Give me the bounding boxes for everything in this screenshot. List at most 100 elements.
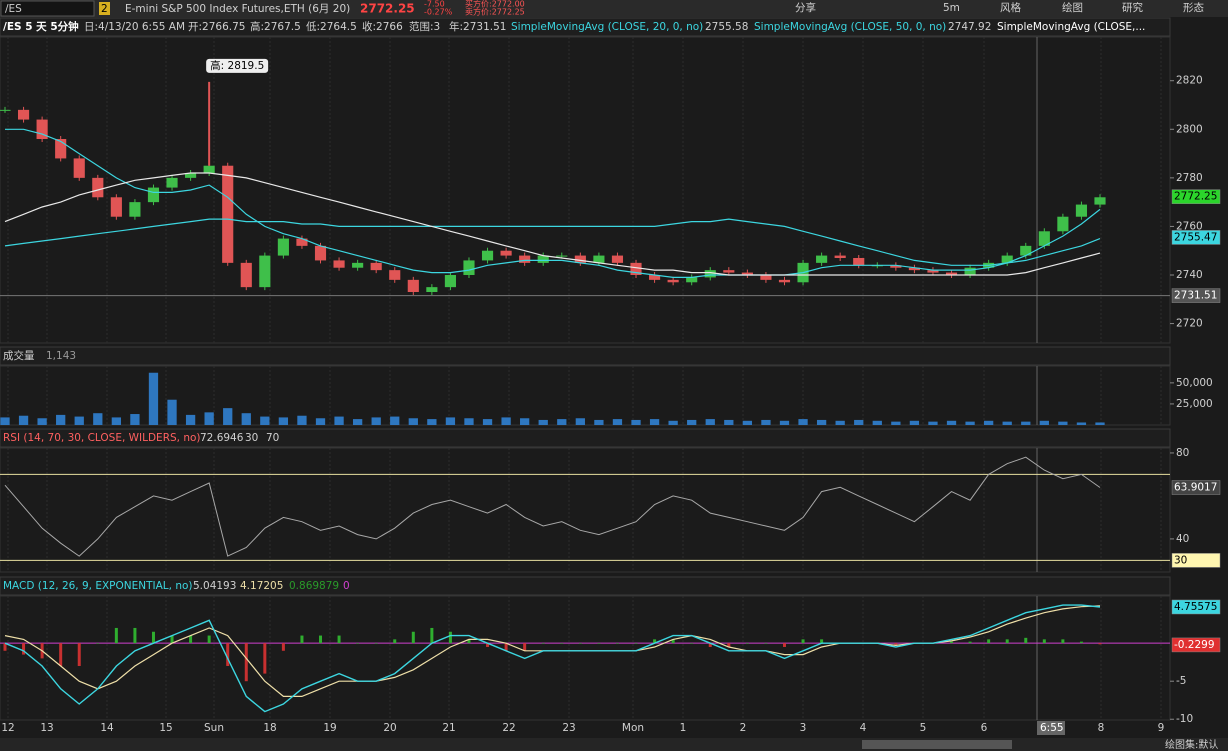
y-tick-label: 2740: [1176, 269, 1203, 281]
histogram-bar: [3, 643, 7, 651]
candle: [370, 262, 382, 271]
cursor-label: 6:55: [1040, 722, 1064, 734]
x-tick-label: 2: [740, 722, 747, 734]
histogram-bar: [1005, 639, 1009, 644]
button[interactable]: 绘图: [1062, 1, 1083, 14]
histogram-bar: [708, 643, 712, 647]
candle: [444, 275, 456, 288]
high-callout: [206, 58, 269, 73]
histogram-bar: [151, 631, 155, 644]
histogram-bar: [226, 643, 230, 666]
histogram-bar: [820, 639, 824, 644]
volume-bar: [575, 418, 585, 425]
volume-bar: [130, 414, 140, 425]
histogram-bar: [950, 641, 954, 644]
price-tag: [1171, 189, 1221, 204]
histogram-bar: [634, 643, 638, 644]
volume-bar: [557, 419, 567, 425]
histogram-bar: [987, 639, 991, 644]
button[interactable]: 研究: [1122, 1, 1144, 14]
histogram-bar: [727, 643, 731, 647]
volume-bar: [0, 417, 10, 425]
y-tick-label: 2780: [1176, 172, 1203, 184]
panel: [0, 447, 1171, 573]
candle: [0, 109, 11, 111]
volume-bar: [167, 399, 177, 425]
symbol-box[interactable]: [0, 0, 95, 17]
candle: [927, 270, 939, 273]
price-tag: [1171, 599, 1221, 615]
volume-bar: [37, 418, 47, 425]
candle: [166, 177, 178, 188]
histogram-bar: [189, 635, 193, 644]
volume-bar: [93, 413, 103, 425]
x-tick-label: 1: [680, 722, 687, 734]
macd-title: MACD (12, 26, 9, EXPONENTIAL, no): [3, 580, 193, 592]
candle: [185, 173, 197, 178]
button[interactable]: 5m: [943, 2, 960, 14]
macd-header: [0, 576, 1171, 596]
x-tick-label: 15: [159, 722, 172, 734]
volume-bar: [18, 415, 29, 425]
histogram-bar: [263, 643, 267, 674]
volume-bar: [872, 420, 882, 425]
sma-line: [5, 128, 1101, 278]
sma-name: SimpleMovingAvg (CLOSE,...: [997, 21, 1145, 33]
candle: [556, 255, 568, 257]
scroll-thumb[interactable]: [862, 740, 1012, 749]
price-tag-label: 2755.47: [1174, 231, 1217, 243]
histogram-bar: [486, 643, 490, 647]
rsi-level: 70: [266, 432, 279, 444]
button[interactable]: 风格: [1000, 1, 1021, 14]
candle: [816, 255, 828, 263]
histogram-bar: [1061, 639, 1065, 644]
candle: [129, 202, 141, 217]
cursor-badge: [1037, 721, 1065, 735]
volume-bar: [427, 419, 437, 425]
volume-bar: [390, 416, 400, 425]
button[interactable]: 分享: [795, 1, 816, 14]
scroll-bar: [0, 738, 1228, 751]
volume-bar: [148, 372, 159, 425]
histogram-bar: [319, 635, 323, 644]
candle: [1038, 231, 1050, 246]
volume-bar: [742, 420, 753, 425]
volume-bar: [464, 418, 474, 425]
rsi-level: 30: [245, 432, 258, 444]
volume-bar: [1076, 422, 1087, 425]
histogram-bar: [411, 631, 415, 644]
candle: [519, 255, 531, 263]
candle: [1001, 255, 1013, 263]
histogram-bar: [968, 641, 972, 644]
histogram-bar: [1079, 641, 1083, 644]
volume-bar: [241, 413, 251, 425]
x-tick-label: 4: [860, 722, 867, 734]
volume-bar: [74, 416, 84, 425]
bid: 买方价:2772.00: [465, 0, 525, 9]
candle: [17, 109, 30, 120]
x-tick-label: 12: [1, 722, 14, 734]
candle: [723, 270, 735, 273]
volume-bar: [445, 417, 456, 425]
x-tick-label: 13: [40, 722, 53, 734]
volume-bar: [315, 418, 326, 425]
diff-value: 0.869879: [289, 580, 339, 592]
histogram-bar: [244, 643, 248, 682]
candle: [259, 255, 271, 288]
candle: [240, 262, 252, 288]
link-badge[interactable]: [99, 2, 110, 15]
legend-study: /ES 5 天 5分钟: [3, 20, 79, 33]
histogram-bar: [1042, 639, 1046, 644]
volume-bar: [334, 416, 344, 425]
price-tag-label: 2772.25: [1174, 191, 1217, 203]
description: E-mini S&P 500 Index Futures,ETH (6月 20): [125, 3, 350, 15]
candle: [964, 267, 976, 275]
rsi-line: [4, 456, 1101, 557]
volume-bar: [1039, 420, 1049, 425]
volume-bar: [687, 419, 697, 425]
button[interactable]: 形态: [1183, 1, 1205, 14]
price-tag-label: 30: [1174, 554, 1187, 566]
volume-bar: [668, 420, 678, 425]
histogram-bar: [578, 643, 582, 644]
histogram-bar: [690, 643, 694, 644]
